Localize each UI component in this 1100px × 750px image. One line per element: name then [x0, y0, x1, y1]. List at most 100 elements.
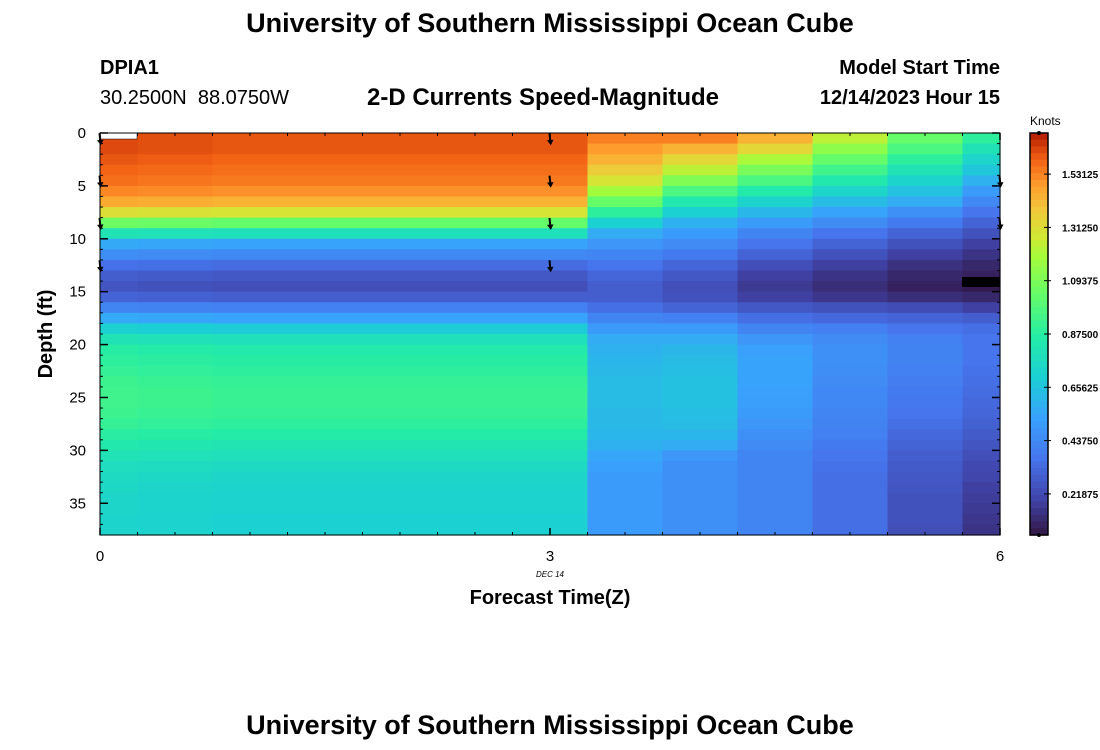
heatmap-cell — [437, 471, 514, 483]
heatmap-cell — [962, 196, 1001, 208]
heatmap-cell — [437, 185, 514, 198]
heatmap-cell — [362, 143, 439, 155]
heatmap-cell — [662, 524, 739, 536]
heatmap-cell — [662, 143, 739, 155]
colorbar-segment — [1030, 253, 1048, 261]
heatmap-cell — [662, 344, 739, 356]
colorbar-segment — [1030, 179, 1048, 188]
heatmap-cell — [812, 270, 889, 282]
colorbar-segment — [1030, 374, 1048, 382]
heatmap-cell — [362, 450, 439, 462]
heatmap-cell — [212, 344, 289, 356]
heatmap-cell — [812, 185, 889, 198]
heatmap-cell — [362, 259, 439, 272]
heatmap-cell — [287, 408, 364, 420]
colorbar-endcap — [1037, 131, 1041, 135]
heatmap-cell — [100, 207, 139, 219]
heatmap-cell — [587, 429, 664, 441]
heatmap-cell — [737, 408, 814, 420]
heatmap-cell — [512, 302, 589, 314]
heatmap-cell — [962, 513, 1001, 526]
heatmap-cell — [737, 376, 814, 388]
y-tick-label: 35 — [69, 495, 86, 512]
colorbar-segment — [1030, 139, 1048, 147]
heatmap-cell — [212, 249, 289, 261]
colorbar-endcap — [1037, 533, 1041, 537]
heatmap-cell — [887, 249, 964, 261]
heatmap-cell — [887, 175, 964, 187]
heatmap-cell — [100, 323, 139, 335]
heatmap-cell — [962, 482, 1001, 494]
heatmap-cell — [287, 355, 364, 367]
heatmap-cell — [662, 291, 739, 303]
colorbar-segment — [1030, 394, 1048, 402]
heatmap-cells — [100, 133, 1001, 536]
x-axis-label: Forecast Time(Z) — [470, 587, 631, 609]
heatmap-cell — [812, 471, 889, 483]
heatmap-cell — [362, 323, 439, 335]
colorbar-segment — [1030, 159, 1048, 168]
heatmap-cell — [212, 513, 289, 526]
heatmap-cell — [887, 334, 964, 346]
heatmap-cell — [737, 312, 814, 325]
heatmap-cell — [587, 302, 664, 314]
heatmap-cell — [512, 143, 589, 155]
heatmap-cell — [662, 217, 739, 229]
heatmap-cell — [437, 334, 514, 346]
heatmap-cell — [362, 334, 439, 346]
heatmap-cell — [362, 196, 439, 208]
colorbar-segment — [1030, 360, 1048, 369]
heatmap-cell — [962, 259, 1001, 272]
heatmap-cell — [100, 397, 139, 409]
heatmap-cell — [887, 133, 964, 145]
heatmap-cell — [812, 397, 889, 409]
colorbar-segment — [1030, 327, 1048, 335]
heatmap-cell — [887, 386, 964, 399]
heatmap-cell — [512, 418, 589, 430]
colorbar-segment — [1030, 380, 1048, 389]
colorbar-segment — [1030, 447, 1048, 456]
heatmap-cell — [812, 429, 889, 441]
heatmap-cell — [737, 482, 814, 494]
heatmap-cell — [662, 207, 739, 219]
heatmap-cell — [437, 513, 514, 526]
heatmap-cell — [287, 196, 364, 208]
heatmap-cell — [587, 143, 664, 155]
heatmap-cell — [212, 259, 289, 272]
heatmap-cell — [287, 143, 364, 155]
heatmap-cell — [512, 291, 589, 303]
heatmap-cell — [812, 238, 889, 250]
heatmap-cell — [737, 439, 814, 451]
heatmap-cell — [437, 503, 514, 515]
heatmap-cell — [437, 482, 514, 494]
heatmap-cell — [587, 323, 664, 335]
heatmap-cell — [212, 175, 289, 187]
heatmap-cell — [437, 450, 514, 462]
heatmap-cell — [362, 376, 439, 388]
heatmap-cell — [587, 450, 664, 462]
heatmap-cell — [662, 164, 739, 176]
heatmap-cell — [362, 397, 439, 409]
heatmap-cell — [587, 312, 664, 325]
footer-title: University of Southern Mississippi Ocean… — [246, 710, 854, 740]
heatmap-cell — [287, 439, 364, 451]
heatmap-cell — [287, 281, 364, 293]
heatmap-cell — [812, 482, 889, 494]
heatmap-cell — [437, 228, 514, 240]
heatmap-cell — [362, 524, 439, 536]
heatmap-cell — [587, 175, 664, 187]
heatmap-cell — [962, 207, 1001, 219]
heatmap-cell — [587, 185, 664, 198]
current-vector-arrow — [547, 175, 554, 188]
x-tick-label: 0 — [96, 548, 104, 565]
heatmap-cell — [437, 429, 514, 441]
heatmap-cell — [962, 270, 1001, 282]
heatmap-cell — [212, 355, 289, 367]
heatmap-cell — [587, 376, 664, 388]
heatmap-cell — [287, 238, 364, 250]
heatmap-cell — [362, 217, 439, 229]
heatmap-cell — [100, 291, 139, 303]
heatmap-cell — [962, 312, 1001, 325]
heatmap-cell — [737, 418, 814, 430]
heatmap-cell — [962, 460, 1001, 473]
